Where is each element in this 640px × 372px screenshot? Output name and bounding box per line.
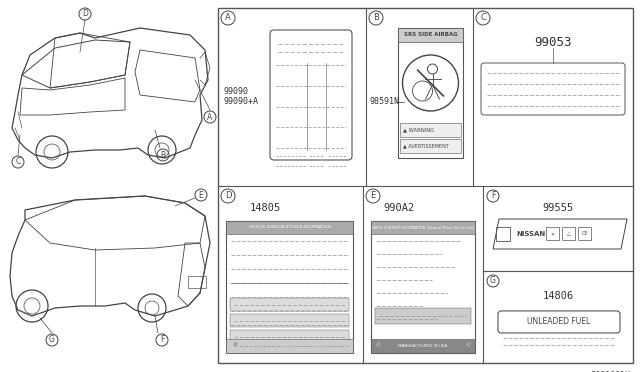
Text: ▲ WARNING: ▲ WARNING bbox=[403, 128, 434, 132]
Bar bbox=[398, 28, 463, 42]
Text: △: △ bbox=[566, 231, 570, 236]
Text: ©: © bbox=[465, 343, 470, 349]
Text: 14806: 14806 bbox=[542, 291, 573, 301]
Text: ©: © bbox=[232, 343, 237, 349]
Text: VEHICLE WINDOW STICKER INFORMATION: VEHICLE WINDOW STICKER INFORMATION bbox=[248, 225, 330, 230]
Bar bbox=[226, 221, 353, 353]
Bar bbox=[371, 339, 475, 353]
Text: 990A2: 990A2 bbox=[383, 203, 414, 213]
Text: D: D bbox=[82, 10, 88, 19]
Bar bbox=[371, 221, 475, 234]
Text: A: A bbox=[207, 112, 212, 122]
Bar bbox=[496, 227, 510, 241]
Bar bbox=[230, 330, 349, 343]
Text: PARTS CONTENT INFORMATION  [Federal Motor Vehicle Info]: PARTS CONTENT INFORMATION [Federal Motor… bbox=[372, 225, 474, 230]
Text: A: A bbox=[225, 13, 231, 22]
Text: C: C bbox=[15, 157, 20, 167]
Text: 14805: 14805 bbox=[250, 203, 281, 213]
Text: 99053: 99053 bbox=[534, 36, 572, 49]
Bar bbox=[400, 139, 461, 153]
Text: 98591N: 98591N bbox=[369, 97, 399, 106]
Text: 99090+A: 99090+A bbox=[224, 96, 259, 106]
Text: B: B bbox=[161, 151, 166, 160]
Bar bbox=[230, 314, 349, 327]
Bar bbox=[230, 298, 349, 311]
Text: MANUFACTURED IN USA: MANUFACTURED IN USA bbox=[398, 344, 448, 348]
Bar bbox=[371, 221, 475, 353]
Bar bbox=[546, 227, 559, 240]
Text: D: D bbox=[225, 192, 231, 201]
Text: CE: CE bbox=[581, 231, 588, 236]
Text: NISSAN: NISSAN bbox=[516, 231, 545, 237]
Bar bbox=[398, 28, 463, 158]
Text: G: G bbox=[490, 276, 496, 285]
Text: F: F bbox=[491, 192, 495, 201]
Text: ✕: ✕ bbox=[550, 231, 555, 236]
Text: B: B bbox=[373, 13, 379, 22]
Text: E: E bbox=[198, 190, 204, 199]
Bar bbox=[375, 308, 471, 324]
Text: ▲ AVERTISSEMENT: ▲ AVERTISSEMENT bbox=[403, 144, 449, 148]
Bar bbox=[400, 123, 461, 137]
Text: E: E bbox=[371, 192, 376, 201]
Bar bbox=[226, 339, 353, 353]
Bar bbox=[188, 276, 206, 288]
Bar bbox=[226, 221, 353, 234]
Text: 99090: 99090 bbox=[224, 87, 249, 96]
Bar bbox=[562, 227, 575, 240]
Bar bbox=[578, 227, 591, 240]
Text: F: F bbox=[160, 336, 164, 344]
Text: G: G bbox=[49, 336, 55, 344]
Text: R991001X: R991001X bbox=[591, 371, 631, 372]
Text: 99555: 99555 bbox=[542, 203, 573, 213]
Text: C: C bbox=[480, 13, 486, 22]
Text: SRS SIDE AIRBAG: SRS SIDE AIRBAG bbox=[404, 32, 458, 38]
Text: UNLEADED FUEL: UNLEADED FUEL bbox=[527, 317, 591, 327]
Text: ©: © bbox=[375, 343, 381, 349]
Bar bbox=[218, 8, 633, 363]
